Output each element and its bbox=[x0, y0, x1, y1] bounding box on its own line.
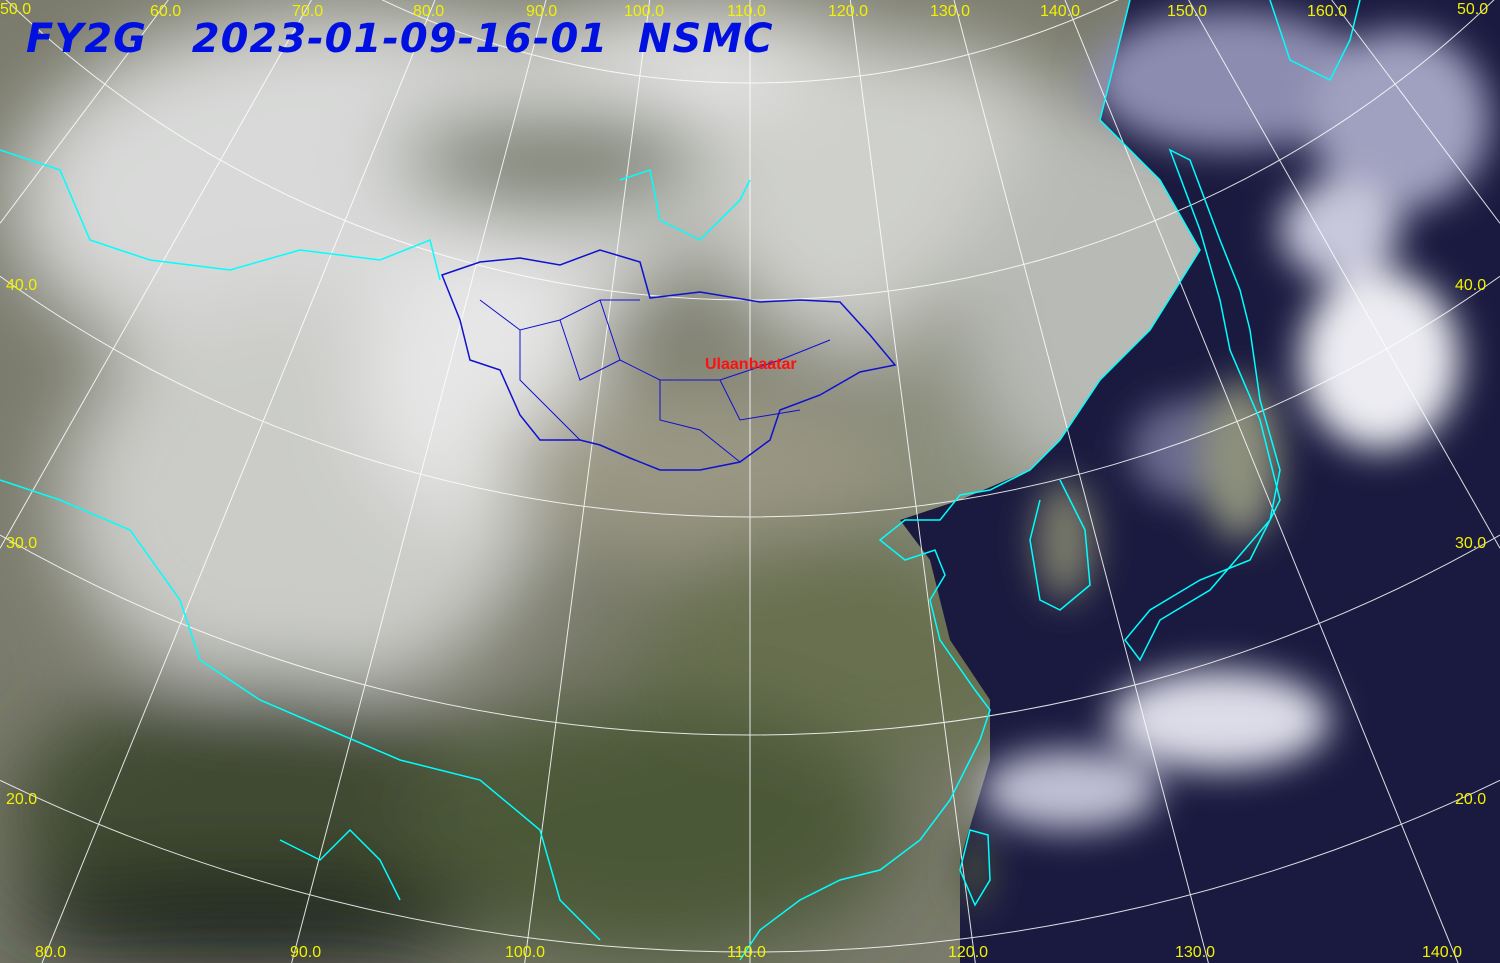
lon-label-top: 120.0 bbox=[828, 3, 869, 20]
longitude-line bbox=[0, 0, 312, 549]
longitude-line bbox=[1331, 0, 1500, 224]
lat-label-left: 40.0 bbox=[6, 277, 38, 294]
longitude-line bbox=[291, 0, 547, 963]
longitude-line bbox=[1064, 0, 1459, 963]
lon-label-top: 70.0 bbox=[292, 3, 324, 20]
lon-label-top: 60.0 bbox=[150, 3, 182, 20]
lon-label-top: 140.0 bbox=[1040, 3, 1081, 20]
lon-label-top: 150.0 bbox=[1167, 3, 1208, 20]
lat-label-right: 40.0 bbox=[1455, 277, 1487, 294]
coastline bbox=[0, 0, 1361, 961]
longitude-line bbox=[1188, 0, 1500, 549]
longitude-line bbox=[0, 0, 169, 224]
lon-label-bottom: 90.0 bbox=[290, 944, 322, 961]
lon-label-bottom: 100.0 bbox=[505, 944, 546, 961]
lon-label-top: 160.0 bbox=[1307, 3, 1348, 20]
mongolia-border bbox=[441, 249, 897, 471]
mongolia-provinces bbox=[479, 299, 831, 463]
longitude-line bbox=[524, 0, 651, 963]
agency: NSMC bbox=[637, 16, 774, 62]
lon-label-top: 110.0 bbox=[727, 3, 766, 20]
lon-label-top: 90.0 bbox=[526, 3, 558, 20]
lon-label-top: 50.0 bbox=[1457, 1, 1489, 18]
lat-label-left: 30.0 bbox=[6, 535, 38, 552]
satellite-name: FY2G bbox=[26, 16, 147, 62]
lon-label-bottom: 110.0 bbox=[727, 944, 766, 961]
city-label-ulaanbaatar: Ulaanbaatar bbox=[705, 356, 797, 373]
lat-label-left: 20.0 bbox=[6, 791, 38, 808]
longitude-line bbox=[953, 0, 1209, 963]
longitude-line bbox=[41, 0, 436, 963]
lon-label-top: 50.0 bbox=[0, 1, 32, 18]
lon-label-bottom: 130.0 bbox=[1175, 944, 1216, 961]
image-title: FY2G 2023-01-09-16-01 NSMC bbox=[26, 16, 773, 62]
lat-label-right: 30.0 bbox=[1455, 535, 1487, 552]
lon-label-top: 80.0 bbox=[413, 3, 445, 20]
lon-label-top: 100.0 bbox=[624, 3, 665, 20]
datetime: 2023-01-09-16-01 bbox=[191, 16, 609, 62]
lon-label-bottom: 140.0 bbox=[1422, 944, 1463, 961]
lon-label-bottom: 120.0 bbox=[948, 944, 989, 961]
lon-label-bottom: 80.0 bbox=[35, 944, 67, 961]
longitude-line bbox=[849, 0, 976, 963]
lon-label-top: 130.0 bbox=[930, 3, 971, 20]
lat-label-right: 20.0 bbox=[1455, 791, 1487, 808]
